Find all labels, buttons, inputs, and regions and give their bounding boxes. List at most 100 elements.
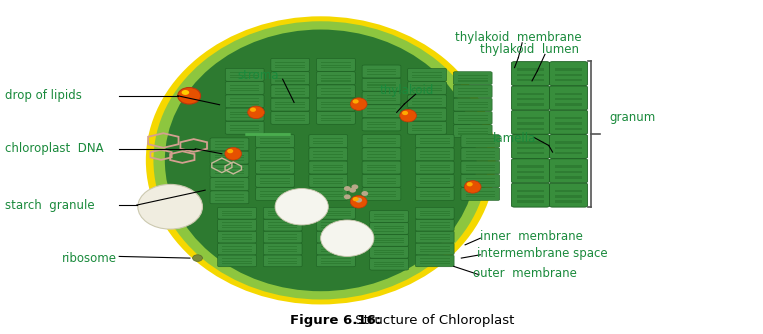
FancyBboxPatch shape: [458, 115, 488, 116]
FancyBboxPatch shape: [420, 227, 449, 228]
FancyBboxPatch shape: [260, 180, 290, 182]
FancyBboxPatch shape: [375, 262, 404, 263]
FancyBboxPatch shape: [222, 215, 252, 216]
FancyBboxPatch shape: [230, 112, 259, 113]
FancyBboxPatch shape: [465, 157, 495, 158]
FancyBboxPatch shape: [458, 80, 488, 81]
Ellipse shape: [349, 188, 356, 193]
FancyBboxPatch shape: [230, 104, 259, 105]
FancyBboxPatch shape: [214, 171, 244, 172]
FancyBboxPatch shape: [275, 118, 305, 119]
Text: inner  membrane: inner membrane: [481, 230, 583, 243]
FancyBboxPatch shape: [420, 246, 449, 247]
FancyBboxPatch shape: [222, 239, 252, 240]
FancyBboxPatch shape: [555, 147, 582, 149]
FancyBboxPatch shape: [314, 151, 343, 152]
FancyBboxPatch shape: [453, 85, 492, 98]
FancyBboxPatch shape: [420, 237, 449, 238]
FancyBboxPatch shape: [317, 255, 356, 267]
Ellipse shape: [352, 184, 359, 189]
FancyBboxPatch shape: [309, 148, 348, 161]
FancyBboxPatch shape: [260, 194, 290, 195]
FancyBboxPatch shape: [321, 261, 351, 262]
FancyBboxPatch shape: [517, 176, 544, 179]
FancyBboxPatch shape: [268, 237, 298, 238]
FancyBboxPatch shape: [511, 159, 549, 183]
FancyBboxPatch shape: [321, 239, 351, 240]
Text: thylakoid  lumen: thylakoid lumen: [481, 43, 579, 56]
FancyBboxPatch shape: [362, 174, 401, 187]
FancyBboxPatch shape: [465, 194, 495, 195]
FancyBboxPatch shape: [412, 77, 442, 78]
FancyBboxPatch shape: [367, 114, 396, 115]
FancyBboxPatch shape: [458, 131, 488, 132]
FancyBboxPatch shape: [217, 231, 256, 243]
FancyBboxPatch shape: [511, 110, 549, 134]
FancyBboxPatch shape: [549, 86, 588, 110]
Text: starch  granule: starch granule: [5, 199, 95, 212]
FancyBboxPatch shape: [458, 75, 488, 76]
FancyBboxPatch shape: [271, 112, 310, 124]
FancyBboxPatch shape: [465, 143, 495, 145]
FancyBboxPatch shape: [321, 118, 351, 119]
FancyBboxPatch shape: [263, 219, 302, 231]
Text: granum: granum: [610, 111, 656, 124]
FancyBboxPatch shape: [268, 213, 298, 214]
FancyBboxPatch shape: [517, 141, 544, 144]
FancyBboxPatch shape: [317, 72, 356, 85]
FancyBboxPatch shape: [314, 178, 343, 179]
Ellipse shape: [467, 182, 473, 186]
FancyBboxPatch shape: [321, 80, 351, 81]
FancyBboxPatch shape: [217, 219, 256, 231]
FancyBboxPatch shape: [370, 234, 408, 246]
FancyBboxPatch shape: [256, 161, 295, 174]
FancyBboxPatch shape: [555, 165, 582, 168]
FancyBboxPatch shape: [517, 195, 544, 197]
FancyBboxPatch shape: [214, 184, 244, 185]
FancyBboxPatch shape: [321, 227, 351, 228]
FancyBboxPatch shape: [268, 215, 298, 216]
FancyBboxPatch shape: [321, 263, 351, 264]
Ellipse shape: [153, 21, 488, 300]
FancyBboxPatch shape: [314, 170, 343, 171]
FancyBboxPatch shape: [511, 135, 549, 159]
FancyBboxPatch shape: [367, 71, 396, 72]
FancyBboxPatch shape: [375, 264, 404, 265]
FancyBboxPatch shape: [271, 98, 310, 111]
FancyBboxPatch shape: [214, 160, 244, 161]
FancyBboxPatch shape: [314, 183, 343, 184]
FancyBboxPatch shape: [375, 266, 404, 267]
FancyBboxPatch shape: [517, 128, 544, 130]
FancyBboxPatch shape: [230, 128, 259, 129]
FancyBboxPatch shape: [555, 176, 582, 179]
FancyBboxPatch shape: [225, 108, 264, 121]
FancyBboxPatch shape: [517, 171, 544, 173]
FancyBboxPatch shape: [309, 188, 348, 200]
Text: Figure 6.16:: Figure 6.16:: [290, 314, 382, 327]
FancyBboxPatch shape: [517, 98, 544, 100]
FancyBboxPatch shape: [458, 102, 488, 103]
FancyBboxPatch shape: [230, 85, 259, 86]
Ellipse shape: [178, 88, 201, 104]
FancyBboxPatch shape: [420, 225, 449, 226]
FancyBboxPatch shape: [367, 167, 396, 168]
Ellipse shape: [402, 111, 408, 115]
Ellipse shape: [344, 194, 351, 199]
FancyBboxPatch shape: [517, 103, 544, 106]
FancyBboxPatch shape: [210, 151, 249, 164]
FancyBboxPatch shape: [362, 161, 401, 174]
FancyBboxPatch shape: [367, 124, 396, 125]
FancyBboxPatch shape: [375, 226, 404, 227]
FancyBboxPatch shape: [465, 178, 495, 179]
FancyBboxPatch shape: [268, 258, 298, 259]
FancyBboxPatch shape: [275, 104, 305, 106]
FancyBboxPatch shape: [370, 222, 408, 234]
FancyBboxPatch shape: [420, 215, 449, 216]
FancyBboxPatch shape: [222, 249, 252, 250]
FancyBboxPatch shape: [458, 104, 488, 106]
FancyBboxPatch shape: [367, 141, 396, 142]
Text: stroma: stroma: [237, 69, 278, 82]
FancyBboxPatch shape: [263, 207, 302, 219]
FancyBboxPatch shape: [412, 128, 442, 129]
FancyBboxPatch shape: [367, 98, 396, 99]
